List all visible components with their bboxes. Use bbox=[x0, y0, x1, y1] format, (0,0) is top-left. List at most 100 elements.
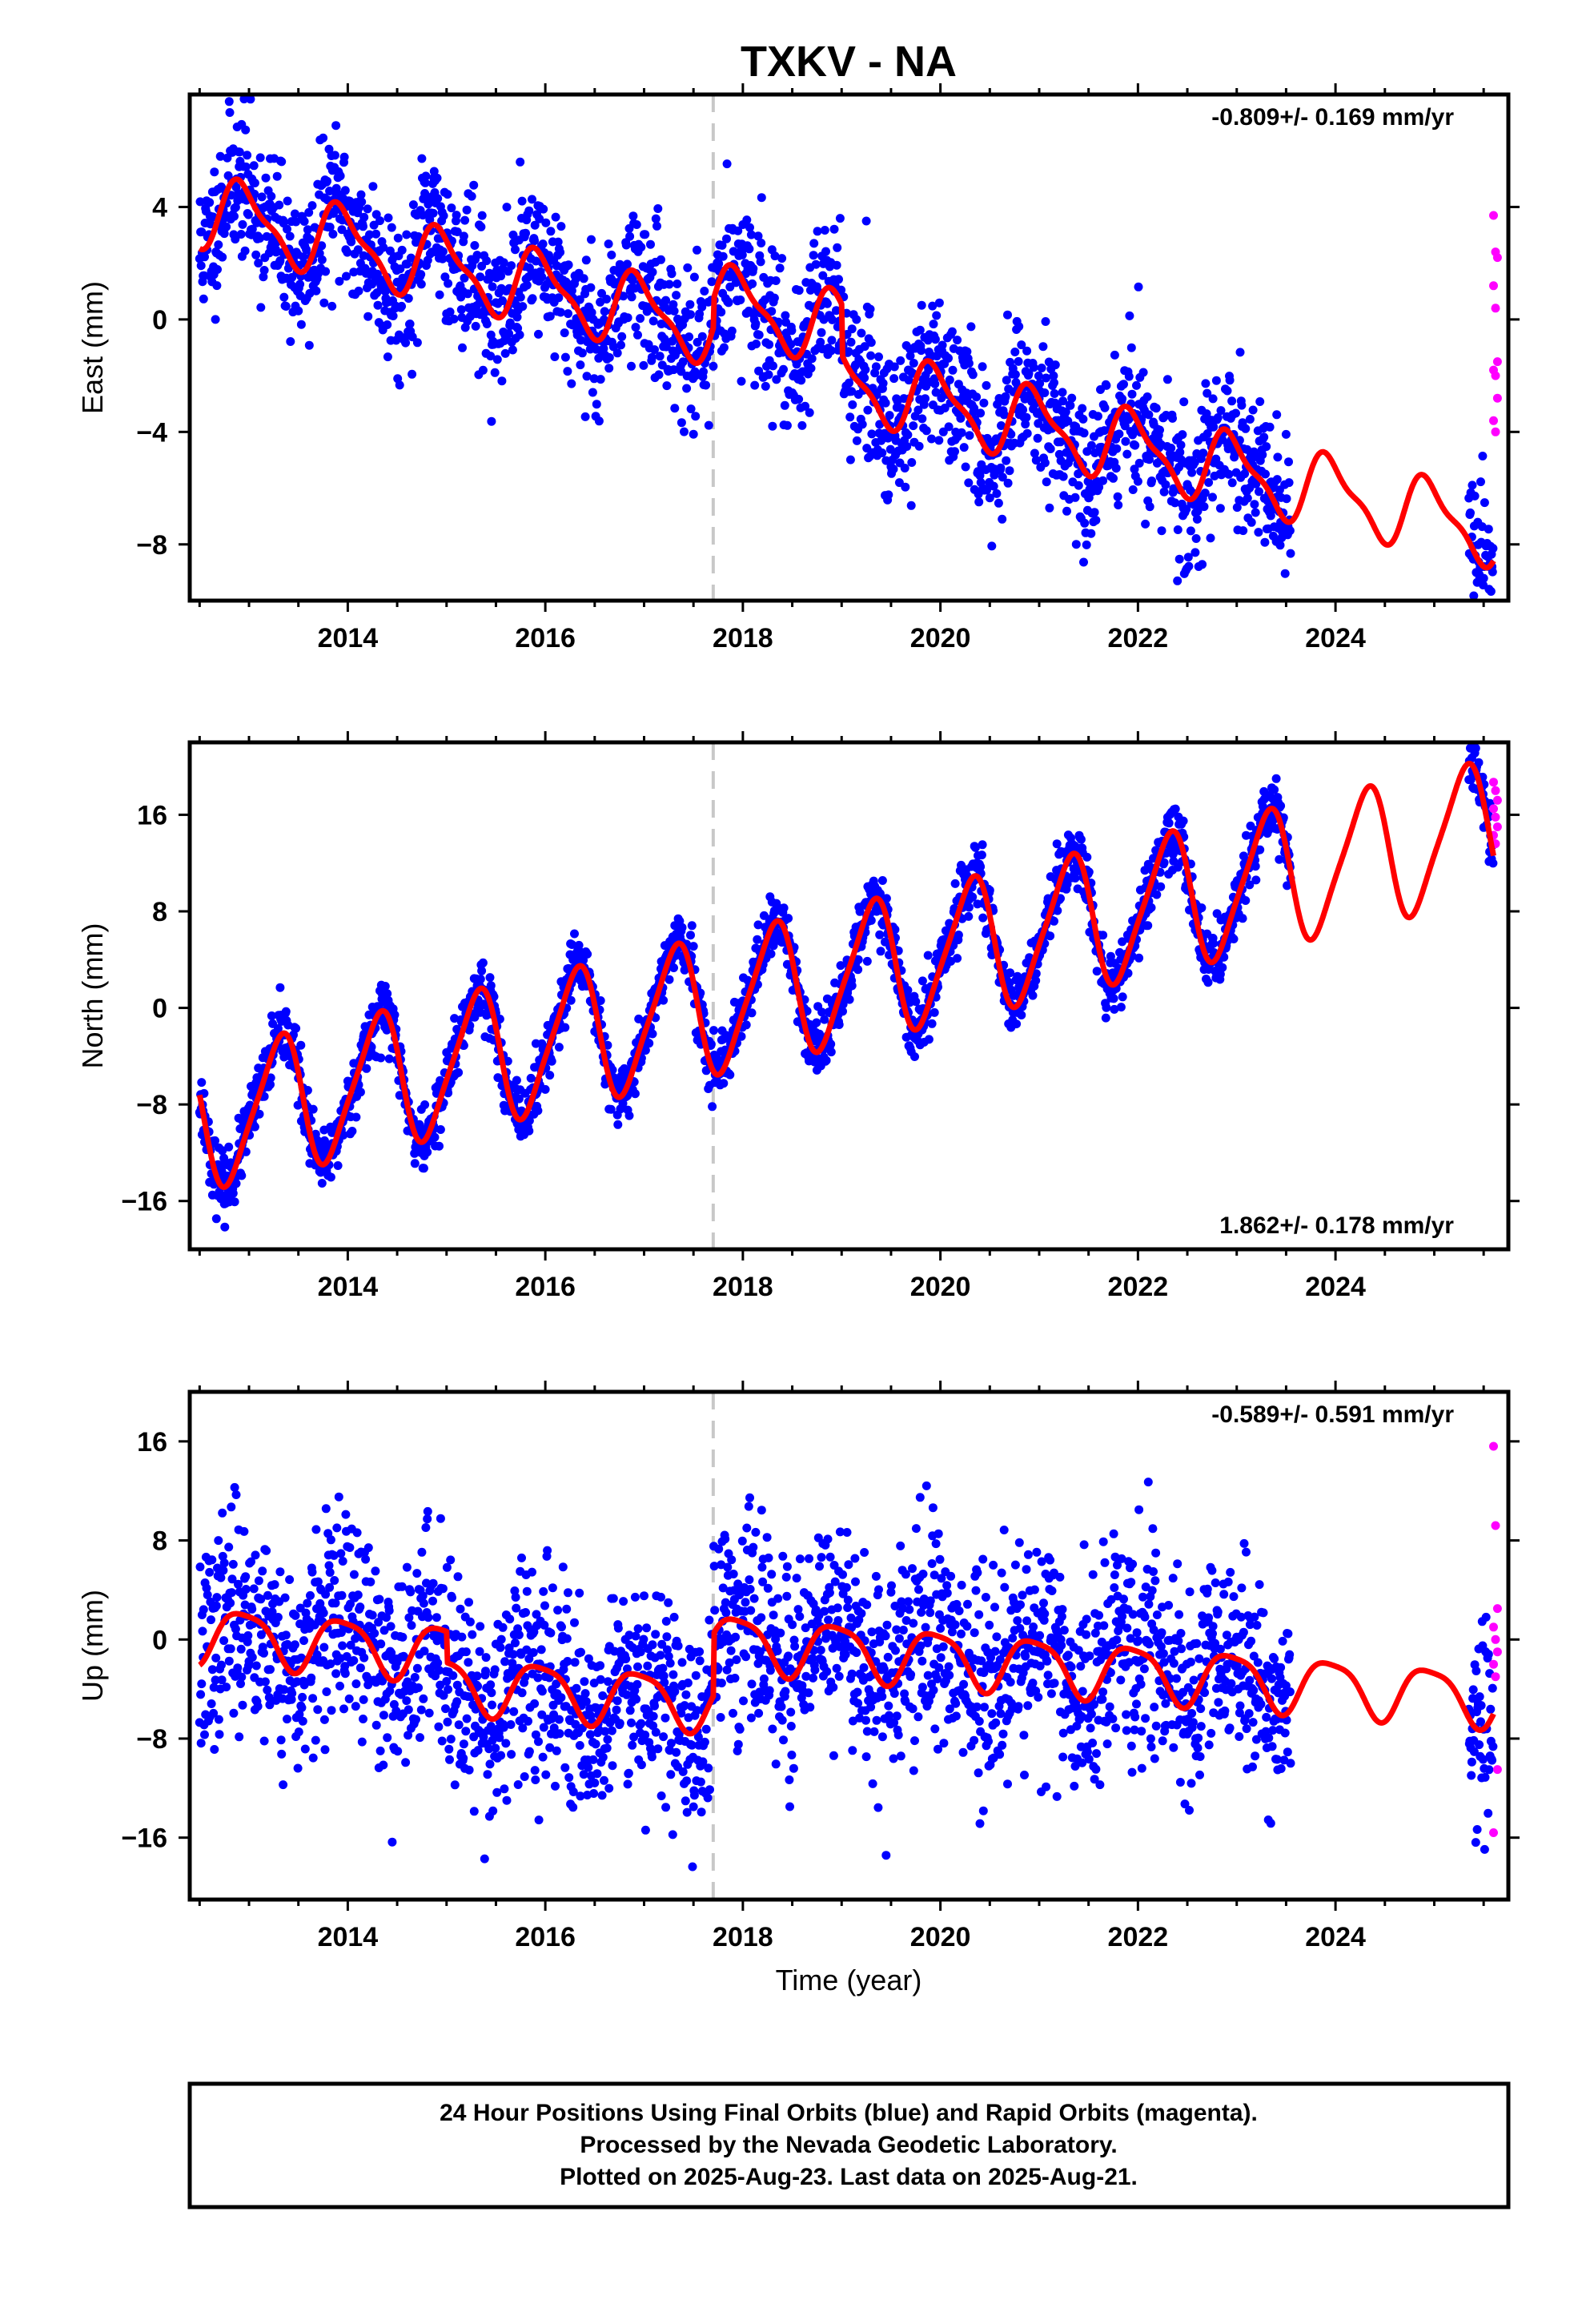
final-orbit-point bbox=[691, 412, 701, 421]
x-tick-label: 2024 bbox=[1305, 623, 1366, 653]
final-orbit-point bbox=[881, 398, 890, 408]
final-orbit-point bbox=[215, 151, 225, 161]
final-orbit-point bbox=[1040, 458, 1050, 468]
final-orbit-point bbox=[822, 299, 832, 308]
final-orbit-point bbox=[813, 227, 822, 236]
final-orbit-point bbox=[469, 180, 479, 190]
final-orbit-point bbox=[865, 304, 875, 314]
final-orbit-point bbox=[1254, 528, 1263, 537]
final-orbit-point bbox=[834, 1020, 844, 1029]
final-orbit-point bbox=[241, 1585, 251, 1594]
final-orbit-point bbox=[195, 1562, 205, 1572]
final-orbit-point bbox=[311, 1525, 321, 1534]
final-orbit-point bbox=[359, 222, 367, 231]
final-orbit-point bbox=[1100, 403, 1110, 412]
final-orbit-point bbox=[617, 332, 627, 341]
final-orbit-point bbox=[283, 196, 292, 206]
final-orbit-point bbox=[961, 462, 970, 472]
final-orbit-point bbox=[363, 312, 373, 321]
final-orbit-point bbox=[964, 359, 974, 368]
final-orbit-point bbox=[1211, 376, 1221, 385]
final-orbit-point bbox=[714, 259, 724, 268]
final-orbit-point bbox=[303, 1598, 312, 1608]
final-orbit-point bbox=[807, 354, 817, 364]
final-orbit-point bbox=[1204, 478, 1214, 487]
final-orbit-point bbox=[862, 956, 872, 966]
final-orbit-point bbox=[224, 97, 234, 107]
final-orbit-point bbox=[1208, 394, 1218, 404]
final-orbit-point bbox=[508, 345, 517, 355]
data-points bbox=[195, 94, 1502, 601]
final-orbit-point bbox=[273, 1613, 283, 1622]
final-orbit-point bbox=[498, 296, 507, 305]
final-orbit-point bbox=[1138, 368, 1148, 377]
final-orbit-point bbox=[1121, 436, 1130, 446]
final-orbit-point bbox=[1182, 505, 1191, 514]
final-orbit-point bbox=[299, 217, 309, 226]
final-orbit-point bbox=[928, 301, 938, 311]
final-orbit-point bbox=[1128, 485, 1138, 494]
final-orbit-point bbox=[1184, 561, 1194, 571]
y-tick-label: −8 bbox=[136, 530, 167, 561]
final-orbit-point bbox=[507, 261, 516, 271]
final-orbit-point bbox=[257, 192, 267, 202]
final-orbit-point bbox=[724, 298, 733, 308]
final-orbit-point bbox=[259, 1648, 268, 1658]
final-orbit-point bbox=[197, 1679, 207, 1689]
final-orbit-point bbox=[1208, 493, 1217, 502]
final-orbit-point bbox=[1488, 858, 1498, 868]
final-orbit-point bbox=[243, 151, 252, 160]
final-orbit-point bbox=[308, 1104, 318, 1114]
final-orbit-point bbox=[784, 914, 793, 923]
final-orbit-point bbox=[379, 243, 388, 252]
final-orbit-point bbox=[262, 1546, 271, 1555]
final-orbit-point bbox=[334, 1492, 343, 1502]
final-orbit-point bbox=[1178, 430, 1187, 440]
final-orbit-point bbox=[1155, 425, 1164, 435]
final-orbit-point bbox=[670, 404, 680, 413]
final-orbit-point bbox=[1488, 544, 1498, 553]
final-orbit-point bbox=[564, 260, 573, 270]
final-orbit-point bbox=[1262, 442, 1271, 452]
x-tick-label: 2020 bbox=[910, 623, 971, 653]
final-orbit-point bbox=[1203, 429, 1212, 438]
final-orbit-point bbox=[515, 330, 524, 340]
final-orbit-point bbox=[1468, 480, 1477, 490]
x-tick-label: 2014 bbox=[318, 623, 379, 653]
final-orbit-point bbox=[206, 219, 215, 229]
final-orbit-point bbox=[953, 954, 962, 963]
final-orbit-point bbox=[336, 1549, 346, 1558]
final-orbit-point bbox=[1111, 464, 1121, 473]
final-orbit-point bbox=[447, 203, 456, 213]
final-orbit-point bbox=[1002, 456, 1011, 465]
final-orbit-point bbox=[619, 292, 628, 301]
final-orbit-point bbox=[944, 422, 954, 432]
final-orbit-point bbox=[1199, 448, 1208, 458]
final-orbit-point bbox=[1128, 430, 1138, 440]
final-orbit-point bbox=[1035, 379, 1045, 388]
final-orbit-point bbox=[902, 442, 912, 451]
final-orbit-point bbox=[331, 183, 341, 193]
final-orbit-point bbox=[420, 1100, 430, 1109]
chart-title: TXKV - NA bbox=[741, 38, 957, 86]
final-orbit-point bbox=[1284, 457, 1293, 467]
final-orbit-point bbox=[772, 375, 781, 384]
final-orbit-point bbox=[1284, 478, 1294, 488]
final-orbit-point bbox=[259, 1736, 269, 1746]
final-orbit-point bbox=[1216, 406, 1226, 416]
final-orbit-point bbox=[781, 311, 790, 320]
final-orbit-point bbox=[359, 212, 369, 222]
final-orbit-point bbox=[1251, 479, 1261, 489]
final-orbit-point bbox=[669, 963, 678, 972]
final-orbit-point bbox=[998, 514, 1007, 524]
final-orbit-point bbox=[330, 1576, 339, 1585]
final-orbit-point bbox=[761, 381, 770, 391]
final-orbit-point bbox=[829, 224, 839, 234]
final-orbit-point bbox=[428, 208, 438, 218]
final-orbit-point bbox=[1010, 348, 1020, 356]
final-orbit-point bbox=[1227, 478, 1237, 488]
final-orbit-point bbox=[1143, 921, 1153, 931]
final-orbit-point bbox=[383, 352, 392, 362]
final-orbit-point bbox=[982, 380, 991, 390]
